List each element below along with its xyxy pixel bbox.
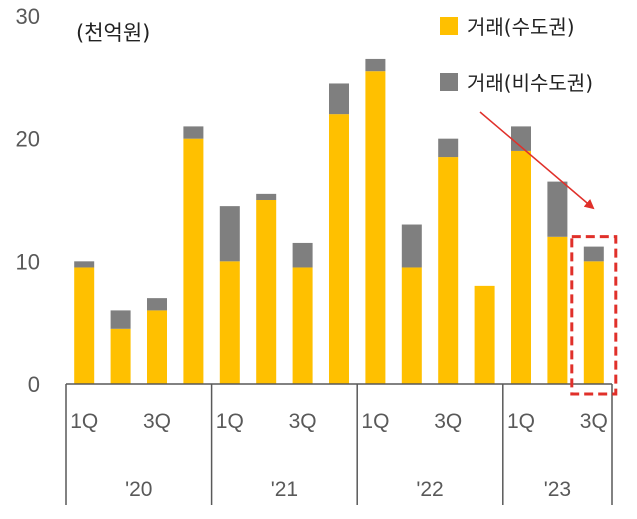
- bar-segment-nonmetro: [74, 261, 95, 268]
- bar-segment-nonmetro: [329, 83, 349, 115]
- bar-segment-metro: [438, 157, 459, 384]
- bar-segment-metro: [74, 267, 95, 384]
- bar-segment-nonmetro: [583, 246, 604, 262]
- y-tick-label: 20: [16, 127, 40, 152]
- unit-label: (천억원): [76, 21, 150, 45]
- bar-segment-metro: [511, 150, 531, 384]
- y-tick-label: 30: [16, 4, 40, 29]
- x-tick-label: 3Q: [434, 410, 462, 433]
- bar-segment-metro: [547, 236, 568, 384]
- bar-segment-metro: [474, 285, 495, 384]
- bar-segment-metro: [219, 261, 240, 384]
- x-tick-label: 1Q: [507, 410, 535, 433]
- bar-segment-metro: [292, 267, 313, 384]
- bar-segment-metro: [110, 328, 131, 384]
- bars: [74, 58, 604, 384]
- bar-segment-metro: [401, 267, 422, 384]
- bar-segment-metro: [147, 310, 167, 384]
- bar-segment-nonmetro: [401, 224, 422, 268]
- bar-segment-metro: [329, 114, 349, 384]
- bar-segment-metro: [256, 200, 277, 384]
- bar-segment-nonmetro: [219, 206, 240, 262]
- legend: 거래(수도권) 거래(비수도권): [440, 15, 593, 95]
- x-tick-label: 3Q: [580, 410, 608, 433]
- x-tick-label: 1Q: [361, 410, 389, 433]
- bar-segment-nonmetro: [438, 138, 459, 158]
- x-tick-label: 3Q: [143, 410, 171, 433]
- bar-segment-nonmetro: [256, 193, 277, 200]
- x-tick-label: 3Q: [289, 410, 317, 433]
- bar-segment-metro: [365, 71, 386, 384]
- year-label: '20: [125, 478, 152, 501]
- legend-label-nonmetro: 거래(비수도권): [467, 71, 593, 95]
- legend-swatch-metro: [440, 17, 458, 35]
- bar-segment-nonmetro: [183, 126, 204, 139]
- bar-segment-metro: [183, 138, 204, 384]
- bar-segment-nonmetro: [365, 58, 386, 72]
- x-tick-label: 1Q: [216, 410, 244, 433]
- bar-segment-nonmetro: [110, 310, 131, 329]
- y-tick-label: 10: [16, 249, 40, 274]
- y-axis-ticks: 0 10 20 30: [16, 4, 40, 397]
- bar-segment-nonmetro: [292, 242, 313, 268]
- bar-segment-metro: [583, 261, 604, 384]
- x-axis-labels: 1Q 3Q 1Q 3Q 1Q 3Q 1Q 3Q '20 '21 '22 '23: [65, 384, 613, 505]
- bar-segment-nonmetro: [147, 298, 167, 311]
- trend-arrow: [479, 111, 595, 210]
- year-label: '21: [271, 478, 298, 501]
- y-tick-label: 0: [28, 372, 40, 397]
- bar-segment-nonmetro: [547, 181, 568, 237]
- year-label: '23: [544, 478, 571, 501]
- highlight-box: [570, 235, 618, 396]
- year-label: '22: [416, 478, 443, 501]
- legend-swatch-nonmetro: [440, 73, 458, 91]
- legend-label-metro: 거래(수도권): [467, 15, 575, 39]
- x-tick-label: 1Q: [70, 410, 98, 433]
- bar-segment-nonmetro: [511, 126, 531, 151]
